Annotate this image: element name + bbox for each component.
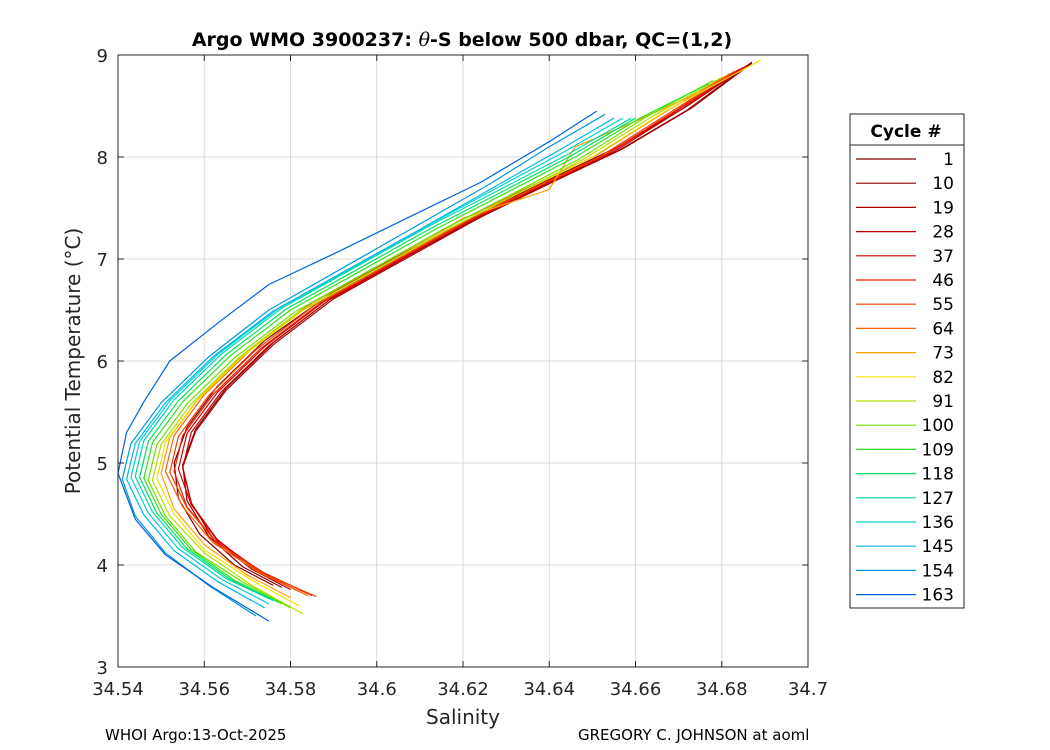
series-line-cycle-145: [125, 117, 615, 609]
footer-left: WHOI Argo:13-Oct-2025: [105, 726, 287, 744]
legend-label-10: 10: [932, 174, 954, 194]
legend-label-37: 37: [932, 247, 954, 267]
legend-label-118: 118: [922, 465, 954, 485]
x-axis-ticks: 34.54 34.56 34.58 34.6 34.62 34.64 34.66 34.68 3…: [92, 55, 828, 700]
legend-label-100: 100: [922, 416, 954, 436]
legend-label-154: 154: [922, 561, 954, 581]
x-tick-label: 34.68: [696, 679, 748, 700]
legend-label-55: 55: [932, 295, 954, 315]
legend-title: Cycle #: [870, 122, 941, 142]
x-tick-label: 34.66: [610, 679, 662, 700]
x-tick-label: 34.64: [523, 679, 575, 700]
chart-title: Argo WMO 3900237: θ-S below 500 dbar, QC…: [192, 29, 732, 51]
series-line-cycle-1: [173, 64, 748, 586]
legend-label-19: 19: [932, 198, 954, 218]
legend-label-46: 46: [932, 271, 954, 291]
series-line-cycle-82: [156, 59, 761, 607]
legend: Cycle # 1 10 19 28 37 46 55 64 73 82 91 100 109 118 12…: [849, 113, 965, 609]
series-line-cycle-19: [182, 61, 753, 591]
series-line-cycle-46: [173, 68, 740, 597]
x-axis-label: Salinity: [426, 705, 500, 729]
series-line-cycle-55: [169, 70, 736, 598]
y-tick-label: 6: [97, 352, 108, 373]
legend-label-109: 109: [922, 440, 954, 460]
y-tick-label: 9: [97, 46, 108, 67]
series-lines: [117, 59, 761, 622]
legend-label-127: 127: [922, 489, 954, 509]
x-tick-label: 34.7: [788, 679, 828, 700]
y-tick-label: 3: [97, 658, 108, 679]
x-tick-label: 34.62: [437, 679, 489, 700]
legend-label-28: 28: [932, 223, 954, 243]
series-line-cycle-100: [147, 79, 714, 609]
x-tick-label: 34.56: [178, 679, 230, 700]
x-tick-label: 34.6: [357, 679, 397, 700]
series-line-cycle-118: [139, 117, 636, 603]
legend-label-145: 145: [922, 537, 954, 557]
y-tick-label: 4: [97, 556, 108, 577]
series-line-cycle-109: [143, 83, 710, 605]
legend-label-82: 82: [932, 368, 954, 388]
y-axis-label: Potential Temperature (°C): [61, 228, 85, 495]
series-line-cycle-136: [130, 117, 623, 605]
y-tick-label: 5: [97, 454, 108, 475]
legend-label-136: 136: [922, 513, 954, 533]
x-tick-label: 34.54: [92, 679, 144, 700]
series-line-cycle-127: [134, 117, 632, 602]
y-axis-ticks: 3 4 5 6 7 8 9: [97, 46, 808, 679]
x-tick-label: 34.58: [265, 679, 317, 700]
y-tick-label: 7: [97, 250, 108, 271]
legend-label-64: 64: [932, 319, 954, 339]
series-line-cycle-91: [151, 76, 722, 615]
series-line-cycle-163: [117, 110, 598, 622]
legend-box: [849, 113, 965, 609]
series-line-cycle-154: [121, 113, 606, 617]
footer-right: GREGORY C. JOHNSON at aoml: [578, 726, 810, 744]
legend-label-163: 163: [922, 586, 954, 606]
legend-label-1: 1: [943, 150, 954, 170]
y-tick-label: 8: [97, 148, 108, 169]
legend-label-91: 91: [932, 392, 954, 412]
legend-label-73: 73: [932, 344, 954, 364]
